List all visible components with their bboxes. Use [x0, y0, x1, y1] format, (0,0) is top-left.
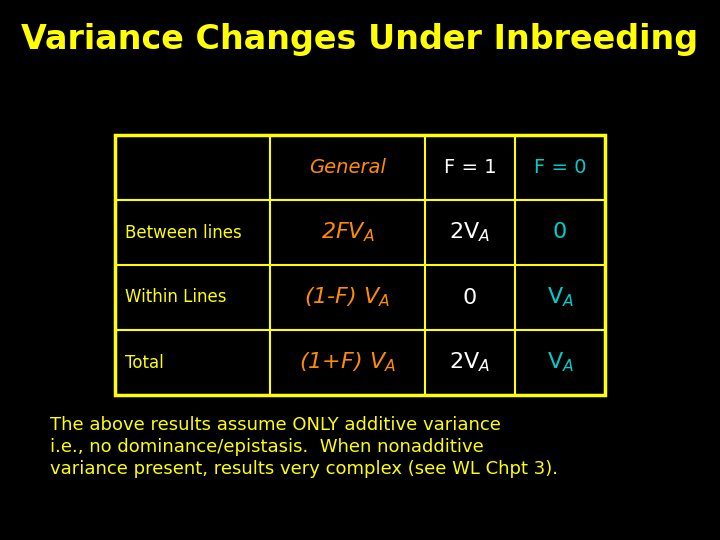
Text: Total: Total	[125, 354, 163, 372]
Bar	[425, 330, 515, 395]
Text: The above results assume ONLY additive variance: The above results assume ONLY additive v…	[50, 416, 501, 434]
Text: 0: 0	[553, 222, 567, 242]
Bar	[115, 265, 270, 330]
Bar	[515, 200, 605, 265]
Bar	[115, 330, 270, 395]
Bar	[515, 330, 605, 395]
Bar	[270, 330, 425, 395]
Bar	[425, 265, 515, 330]
Bar	[270, 200, 425, 265]
Text: 0: 0	[463, 287, 477, 307]
Bar	[515, 135, 605, 200]
Bar	[425, 135, 515, 200]
Text: (1-F) V$_A$: (1-F) V$_A$	[305, 286, 391, 309]
Bar	[115, 135, 270, 200]
Text: F = 1: F = 1	[444, 158, 496, 177]
Bar	[115, 200, 270, 265]
Bar	[270, 265, 425, 330]
Text: F = 0: F = 0	[534, 158, 586, 177]
Text: 2FV$_A$: 2FV$_A$	[320, 221, 374, 244]
Bar	[115, 135, 605, 395]
Bar	[425, 200, 515, 265]
Text: i.e., no dominance/epistasis.  When nonadditive: i.e., no dominance/epistasis. When nonad…	[50, 438, 484, 456]
Text: variance present, results very complex (see WL Chpt 3).: variance present, results very complex (…	[50, 460, 558, 478]
Text: Variance Changes Under Inbreeding: Variance Changes Under Inbreeding	[22, 24, 698, 57]
Text: Within Lines: Within Lines	[125, 288, 227, 307]
Text: General: General	[309, 158, 386, 177]
Bar	[270, 135, 425, 200]
Text: 2V$_A$: 2V$_A$	[449, 221, 490, 244]
Text: Between lines: Between lines	[125, 224, 242, 241]
Bar	[515, 265, 605, 330]
Text: V$_A$: V$_A$	[546, 286, 574, 309]
Text: 2V$_A$: 2V$_A$	[449, 350, 490, 374]
Text: V$_A$: V$_A$	[546, 350, 574, 374]
Text: (1+F) V$_A$: (1+F) V$_A$	[299, 350, 396, 374]
